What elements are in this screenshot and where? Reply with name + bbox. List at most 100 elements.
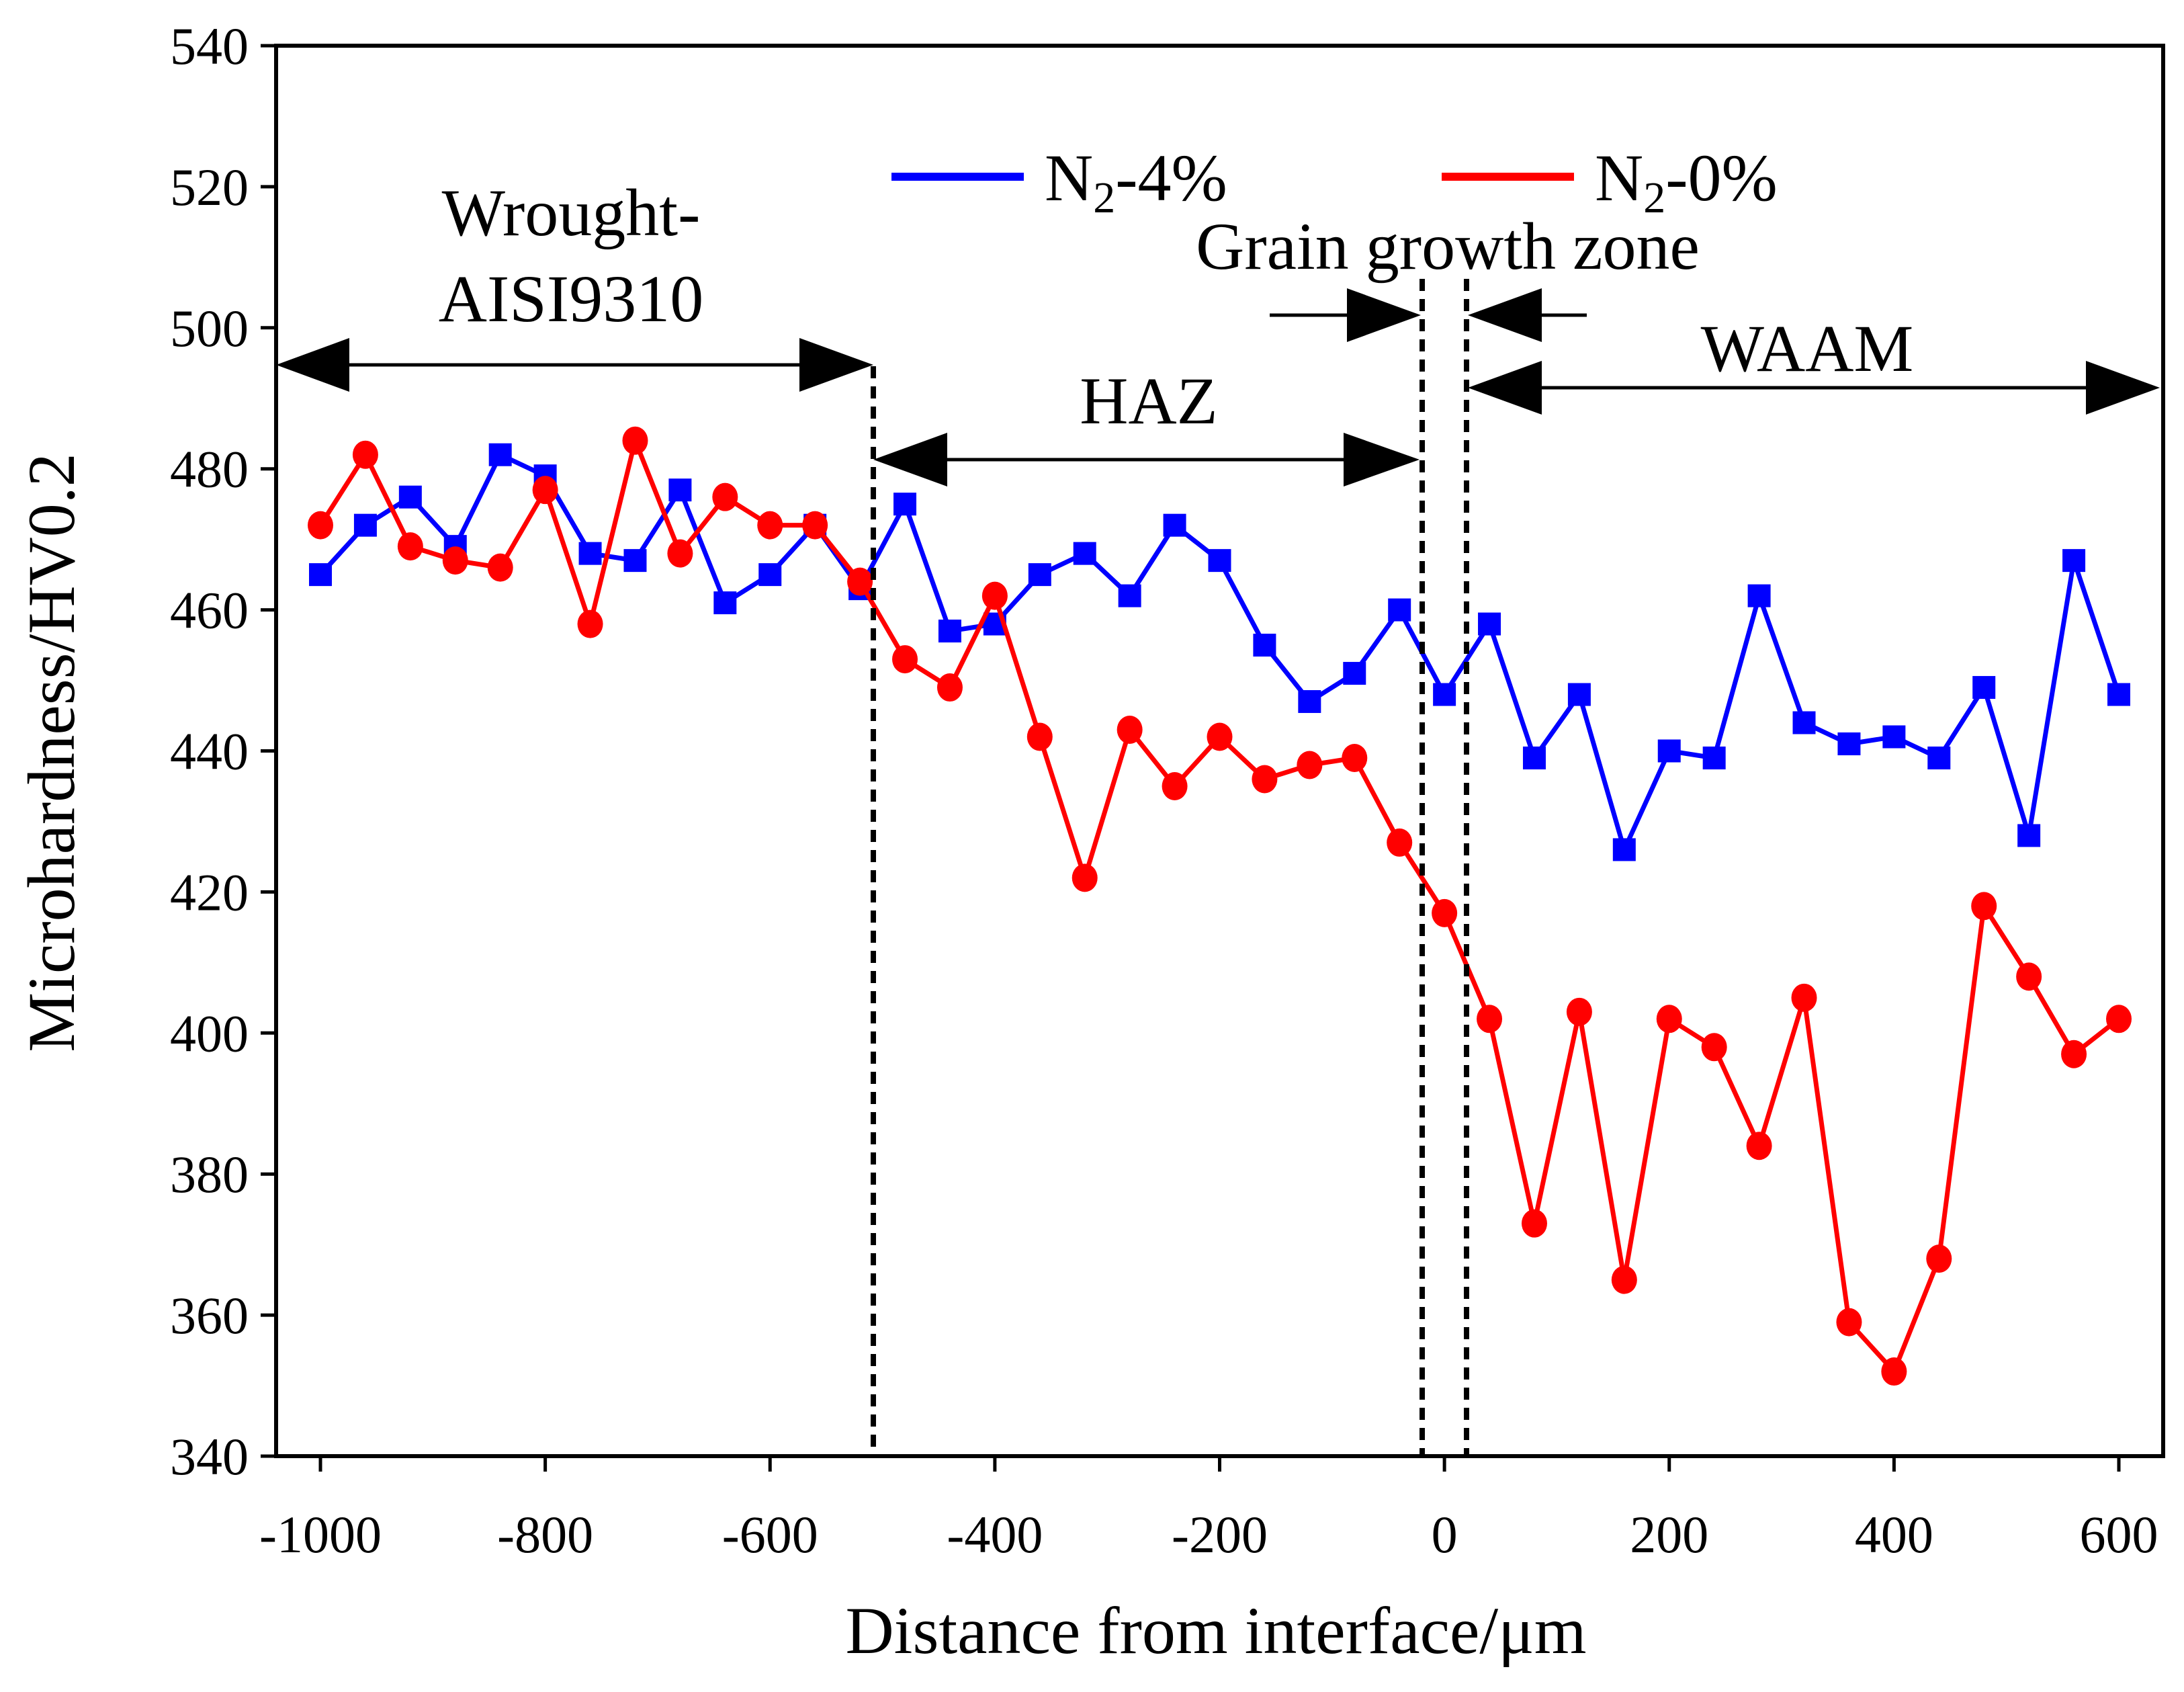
data-point-n2-0 xyxy=(2016,962,2042,991)
x-tick-label: -200 xyxy=(1172,1505,1268,1564)
data-point-n2-4 xyxy=(398,485,422,509)
x-tick-label: 200 xyxy=(1630,1505,1708,1564)
data-point-n2-0 xyxy=(1207,722,1233,751)
data-point-n2-0 xyxy=(1836,1308,1862,1337)
y-tick-label: 520 xyxy=(170,158,249,216)
data-point-n2-0 xyxy=(442,546,468,575)
data-point-n2-4 xyxy=(2017,824,2041,847)
data-point-n2-4 xyxy=(1837,732,1861,756)
grain-growth-label: Grain growth zone xyxy=(1196,209,1700,284)
data-point-n2-4 xyxy=(1208,549,1231,573)
data-point-n2-0 xyxy=(1387,828,1413,857)
data-point-n2-4 xyxy=(2107,683,2130,706)
data-point-n2-4 xyxy=(1702,746,1726,769)
x-tick-label: 600 xyxy=(2080,1505,2158,1564)
data-point-n2-4 xyxy=(1792,711,1816,734)
data-point-n2-0 xyxy=(1701,1033,1727,1062)
wrought-label-line2: AISI9310 xyxy=(439,261,703,336)
data-point-n2-0 xyxy=(2061,1040,2087,1068)
data-point-n2-0 xyxy=(1252,765,1278,794)
x-tick-label: -400 xyxy=(947,1505,1043,1564)
data-point-n2-4 xyxy=(1118,584,1141,607)
x-tick-label: -600 xyxy=(722,1505,818,1564)
data-point-n2-4 xyxy=(1972,676,1996,700)
arrowhead-right-icon xyxy=(1344,433,1419,487)
data-point-n2-0 xyxy=(1746,1132,1772,1160)
data-point-n2-4 xyxy=(1028,563,1051,587)
data-point-n2-0 xyxy=(1881,1357,1907,1386)
series-line-n2-0 xyxy=(318,433,2121,1376)
data-point-n2-0 xyxy=(1611,1265,1637,1294)
data-point-n2-0 xyxy=(1521,1209,1547,1238)
y-tick-label: 380 xyxy=(170,1145,249,1203)
y-axis-label: Microhardness/HV0.2 xyxy=(14,453,89,1052)
y-tick-label: 400 xyxy=(170,1004,249,1062)
y-tick-label: 360 xyxy=(170,1286,249,1345)
data-point-n2-4 xyxy=(1567,683,1591,706)
legend-label-n2-0: N2-0% xyxy=(1595,140,1778,222)
data-point-n2-0 xyxy=(1432,898,1458,927)
data-point-n2-0 xyxy=(1791,983,1817,1012)
data-point-n2-4 xyxy=(1253,634,1276,657)
data-point-n2-4 xyxy=(1298,690,1321,714)
plot-marks xyxy=(308,426,2132,1386)
data-point-n2-4 xyxy=(1612,838,1636,861)
region-annotations xyxy=(276,279,2160,1456)
arrowhead-right-icon xyxy=(2086,361,2160,415)
data-point-n2-4 xyxy=(623,549,647,573)
data-point-n2-0 xyxy=(308,511,333,540)
x-tick-label: -800 xyxy=(497,1505,593,1564)
data-point-n2-0 xyxy=(1971,892,1997,921)
arrowhead-left-icon xyxy=(873,433,947,487)
data-point-n2-4 xyxy=(309,563,332,587)
data-point-n2-0 xyxy=(1117,716,1143,745)
data-point-n2-0 xyxy=(622,426,648,455)
data-point-n2-0 xyxy=(712,482,738,511)
y-tick-label: 500 xyxy=(170,299,249,357)
data-point-n2-0 xyxy=(1072,863,1098,892)
arrowhead-right-icon xyxy=(799,338,873,392)
data-point-n2-4 xyxy=(353,513,377,537)
data-point-n2-0 xyxy=(1297,751,1323,779)
data-point-n2-0 xyxy=(1656,1005,1682,1033)
arrowhead-left-icon xyxy=(276,338,349,392)
x-axis-label: Distance from interface/μm xyxy=(845,1593,1586,1668)
data-point-n2-4 xyxy=(2062,549,2086,573)
data-point-n2-0 xyxy=(981,581,1008,610)
data-point-n2-4 xyxy=(1657,739,1681,763)
data-point-n2-0 xyxy=(892,645,918,674)
arrowhead-left-icon xyxy=(1468,288,1542,342)
data-point-n2-4 xyxy=(893,493,917,516)
data-point-n2-0 xyxy=(936,673,963,702)
data-point-n2-4 xyxy=(668,478,692,502)
x-tick-label: -1000 xyxy=(259,1505,382,1564)
x-tick-label: 400 xyxy=(1855,1505,1933,1564)
data-point-n2-0 xyxy=(577,609,603,638)
data-point-n2-0 xyxy=(1162,771,1188,800)
data-point-n2-0 xyxy=(1342,743,1368,772)
data-point-n2-0 xyxy=(487,553,513,582)
axis-ticks: -1000 -800 -600 -400 -200 0 200 400 600 340 360 380… xyxy=(170,17,2158,1564)
data-point-n2-4 xyxy=(1163,513,1186,537)
data-point-n2-0 xyxy=(352,440,378,469)
data-point-n2-0 xyxy=(847,567,873,596)
data-point-n2-4 xyxy=(1073,542,1096,565)
data-point-n2-0 xyxy=(1027,722,1053,751)
arrowhead-right-icon xyxy=(1347,288,1421,342)
data-point-n2-0 xyxy=(1477,1005,1503,1033)
data-point-n2-4 xyxy=(1478,612,1501,636)
data-point-n2-4 xyxy=(1522,746,1546,769)
data-point-n2-0 xyxy=(757,511,783,540)
data-point-n2-4 xyxy=(488,443,512,466)
data-point-n2-0 xyxy=(397,532,423,561)
data-point-n2-4 xyxy=(713,591,737,615)
data-point-n2-4 xyxy=(1388,598,1411,622)
data-point-n2-0 xyxy=(532,476,558,505)
y-tick-label: 420 xyxy=(170,863,249,921)
x-tick-label: 0 xyxy=(1432,1505,1458,1564)
data-point-n2-0 xyxy=(2106,1005,2132,1033)
y-tick-label: 440 xyxy=(170,722,249,781)
y-tick-label: 340 xyxy=(170,1427,249,1486)
series-line-n2-4 xyxy=(318,452,2122,857)
